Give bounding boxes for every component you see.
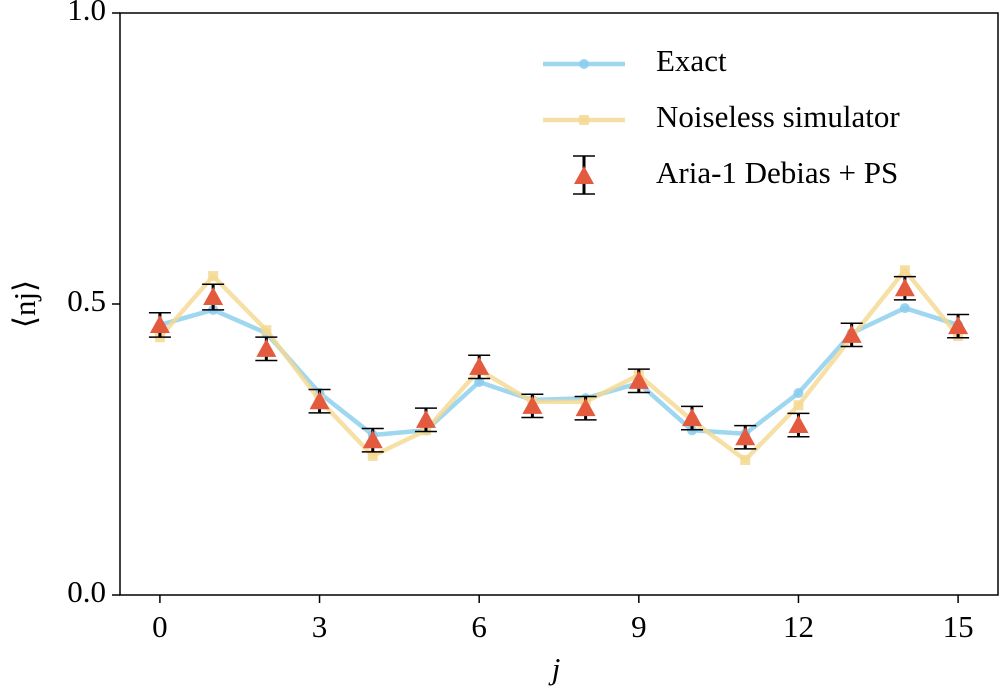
point [309, 391, 330, 410]
x-tick-label: 12 [783, 609, 814, 644]
point [894, 278, 915, 297]
point [522, 395, 543, 414]
x-tick-label: 3 [312, 609, 328, 644]
point [899, 265, 910, 276]
x-tick-label: 15 [943, 609, 974, 644]
point [793, 400, 804, 411]
legend-marker [574, 166, 594, 184]
point [735, 427, 756, 446]
point [474, 376, 485, 387]
x-tick-label: 6 [471, 609, 487, 644]
point [682, 408, 703, 427]
legend-marker [579, 115, 589, 125]
point [740, 454, 751, 465]
legend-label: Aria-1 Debias + PS [656, 155, 898, 190]
series-line [159, 305, 959, 438]
x-axis-label: j [548, 651, 561, 686]
y-tick-label: 0.0 [67, 574, 106, 609]
point [948, 316, 969, 335]
x-tick-label: 9 [631, 609, 647, 644]
point [149, 314, 170, 333]
point [203, 287, 224, 306]
point [256, 338, 277, 357]
legend-marker [579, 59, 589, 69]
point [362, 430, 383, 449]
point [575, 398, 596, 417]
x-tick-label: 0 [152, 609, 168, 644]
point [261, 325, 272, 336]
point [793, 388, 804, 399]
point [788, 415, 809, 434]
point [208, 271, 219, 282]
point [469, 356, 490, 375]
point [841, 324, 862, 343]
y-tick-label: 0.5 [67, 283, 106, 318]
point [367, 450, 378, 461]
point [899, 303, 910, 314]
legend-label: Exact [656, 43, 727, 78]
point [415, 409, 436, 428]
plot-frame [119, 12, 999, 596]
y-tick-label: 1.0 [67, 0, 106, 27]
y-axis-label: ⟨nj⟩ [7, 280, 42, 328]
legend-label: Noiseless simulator [656, 99, 900, 134]
series-line [158, 267, 960, 463]
point [628, 370, 649, 389]
